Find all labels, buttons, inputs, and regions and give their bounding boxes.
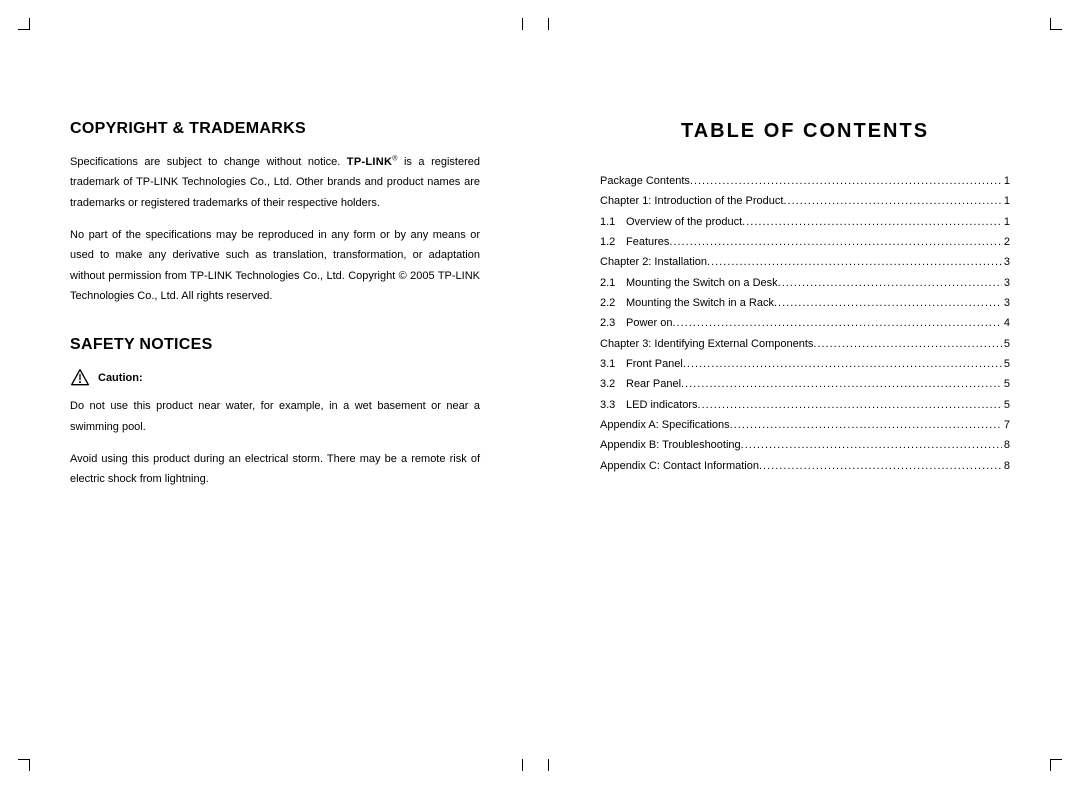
toc-entry-label: Power on: [626, 313, 672, 333]
toc-entry-page: 8: [1002, 456, 1010, 476]
toc-entry-number: 2.2: [600, 293, 626, 313]
toc-entry-label: Front Panel: [626, 354, 683, 374]
toc-leader-dots: [730, 415, 1002, 435]
toc-entry-page: 1: [1002, 212, 1010, 232]
toc-leader-dots: [672, 313, 1001, 333]
toc-entry-page: 4: [1002, 313, 1010, 333]
toc-heading: TABLE OF CONTENTS: [600, 120, 1010, 143]
toc-entry-label: Mounting the Switch in a Rack: [626, 293, 774, 313]
toc-row: Chapter 2: Installation 3: [600, 252, 1010, 272]
toc-leader-dots: [783, 191, 1001, 211]
toc-leader-dots: [681, 374, 1002, 394]
toc-entry-page: 5: [1002, 374, 1010, 394]
toc-entry-page: 3: [1002, 273, 1010, 293]
toc-leader-dots: [690, 171, 1002, 191]
safety-para-1: Do not use this product near water, for …: [70, 396, 480, 437]
toc-entry-label: Features: [626, 232, 669, 252]
toc-row: 3.3LED indicators 5: [600, 395, 1010, 415]
toc-row: 1.2Features 2: [600, 232, 1010, 252]
toc-row: 3.1Front Panel 5: [600, 354, 1010, 374]
toc-row: Appendix C: Contact Information 8: [600, 456, 1010, 476]
toc-entry-number: 1.2: [600, 232, 626, 252]
toc-row: 2.1Mounting the Switch on a Desk 3: [600, 273, 1010, 293]
toc-entry-page: 8: [1002, 435, 1010, 455]
right-page: TABLE OF CONTENTS Package Contents1Chapt…: [540, 0, 1080, 789]
toc-leader-dots: [742, 212, 1002, 232]
brand-inline: TP-LINK: [347, 156, 392, 168]
toc-row: Appendix B: Troubleshooting 8: [600, 435, 1010, 455]
toc-list: Package Contents1Chapter 1: Introduction…: [600, 171, 1010, 476]
copyright-heading: COPYRIGHT & TRADEMARKS: [70, 120, 480, 138]
toc-row: Chapter 1: Introduction of the Product 1: [600, 191, 1010, 211]
toc-row: Chapter 3: Identifying External Componen…: [600, 334, 1010, 354]
caution-label: Caution:: [98, 372, 143, 384]
toc-leader-dots: [698, 395, 1002, 415]
safety-heading: SAFETY NOTICES: [70, 336, 480, 354]
toc-row: 2.3Power on 4: [600, 313, 1010, 333]
toc-leader-dots: [759, 456, 1002, 476]
toc-entry-page: 5: [1002, 395, 1010, 415]
toc-entry-number: 2.3: [600, 313, 626, 333]
warning-icon: [70, 368, 90, 388]
toc-row: Appendix A: Specifications 7: [600, 415, 1010, 435]
toc-leader-dots: [813, 334, 1001, 354]
caution-row: Caution:: [70, 368, 480, 388]
toc-entry-label: Appendix C: Contact Information: [600, 456, 759, 476]
spread: COPYRIGHT & TRADEMARKS Specifications ar…: [0, 0, 1080, 789]
safety-para-2: Avoid using this product during an elect…: [70, 449, 480, 490]
toc-leader-dots: [774, 293, 1002, 313]
toc-entry-label: Chapter 3: Identifying External Componen…: [600, 334, 813, 354]
toc-entry-page: 3: [1002, 252, 1010, 272]
toc-entry-page: 3: [1002, 293, 1010, 313]
toc-entry-page: 5: [1002, 354, 1010, 374]
toc-entry-number: 3.1: [600, 354, 626, 374]
toc-entry-label: Appendix A: Specifications: [600, 415, 730, 435]
copyright-para-2: No part of the specifications may be rep…: [70, 225, 480, 306]
toc-entry-label: Package Contents: [600, 171, 690, 191]
left-page: COPYRIGHT & TRADEMARKS Specifications ar…: [0, 0, 540, 789]
toc-entry-page: 1: [1002, 171, 1010, 191]
toc-entry-label: Mounting the Switch on a Desk: [626, 273, 778, 293]
toc-row: 1.1Overview of the product 1: [600, 212, 1010, 232]
toc-entry-page: 2: [1002, 232, 1010, 252]
copyright-para-1a: Specifications are subject to change wit…: [70, 156, 347, 168]
toc-entry-page: 1: [1002, 191, 1010, 211]
toc-entry-number: 1.1: [600, 212, 626, 232]
toc-entry-label: Chapter 2: Installation: [600, 252, 707, 272]
toc-entry-label: LED indicators: [626, 395, 698, 415]
toc-entry-number: 3.2: [600, 374, 626, 394]
toc-entry-label: Appendix B: Troubleshooting: [600, 435, 741, 455]
copyright-para-1: Specifications are subject to change wit…: [70, 152, 480, 213]
toc-leader-dots: [741, 435, 1002, 455]
toc-entry-label: Overview of the product: [626, 212, 742, 232]
toc-entry-label: Rear Panel: [626, 374, 681, 394]
toc-entry-number: 2.1: [600, 273, 626, 293]
toc-row: 3.2Rear Panel 5: [600, 374, 1010, 394]
toc-entry-label: Chapter 1: Introduction of the Product: [600, 191, 783, 211]
toc-entry-page: 7: [1002, 415, 1010, 435]
toc-leader-dots: [778, 273, 1002, 293]
toc-row: 2.2Mounting the Switch in a Rack 3: [600, 293, 1010, 313]
toc-leader-dots: [683, 354, 1002, 374]
toc-entry-number: 3.3: [600, 395, 626, 415]
toc-leader-dots: [669, 232, 1001, 252]
safety-section: SAFETY NOTICES Caution: Do not use this …: [70, 336, 480, 489]
toc-leader-dots: [707, 252, 1002, 272]
toc-row: Package Contents 1: [600, 171, 1010, 191]
toc-entry-page: 5: [1002, 334, 1010, 354]
